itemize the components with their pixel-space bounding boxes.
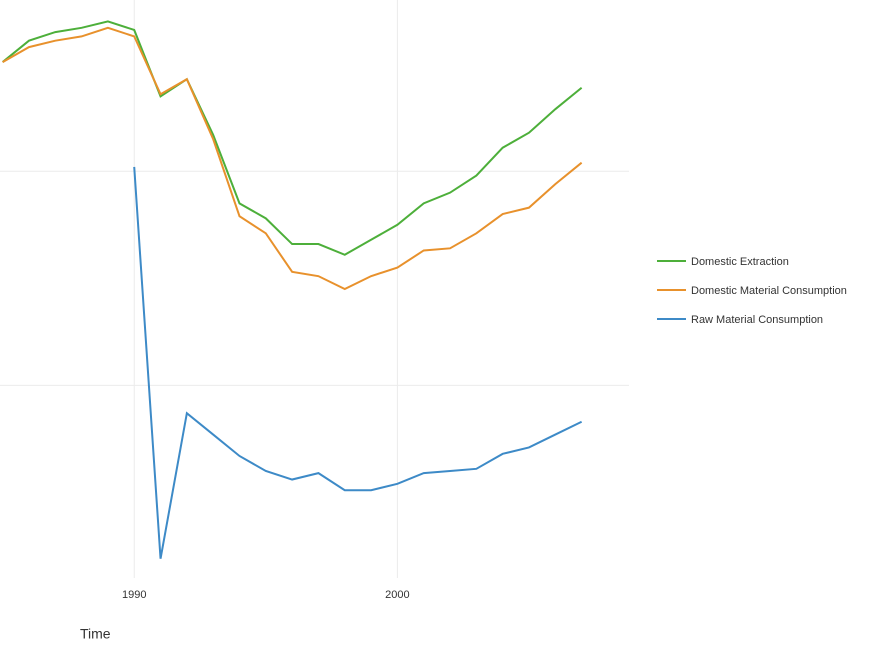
legend-label: Domestic Extraction	[691, 256, 789, 268]
x-tick-label: 2000	[385, 589, 409, 601]
data-line	[2, 20, 583, 256]
data-line	[133, 166, 583, 559]
x-axis-title: Time	[80, 626, 111, 642]
legend-label: Raw Material Consumption	[691, 314, 823, 326]
legend-label: Domestic Material Consumption	[691, 285, 847, 297]
x-tick-label: 1990	[122, 589, 146, 601]
data-line	[2, 26, 583, 291]
